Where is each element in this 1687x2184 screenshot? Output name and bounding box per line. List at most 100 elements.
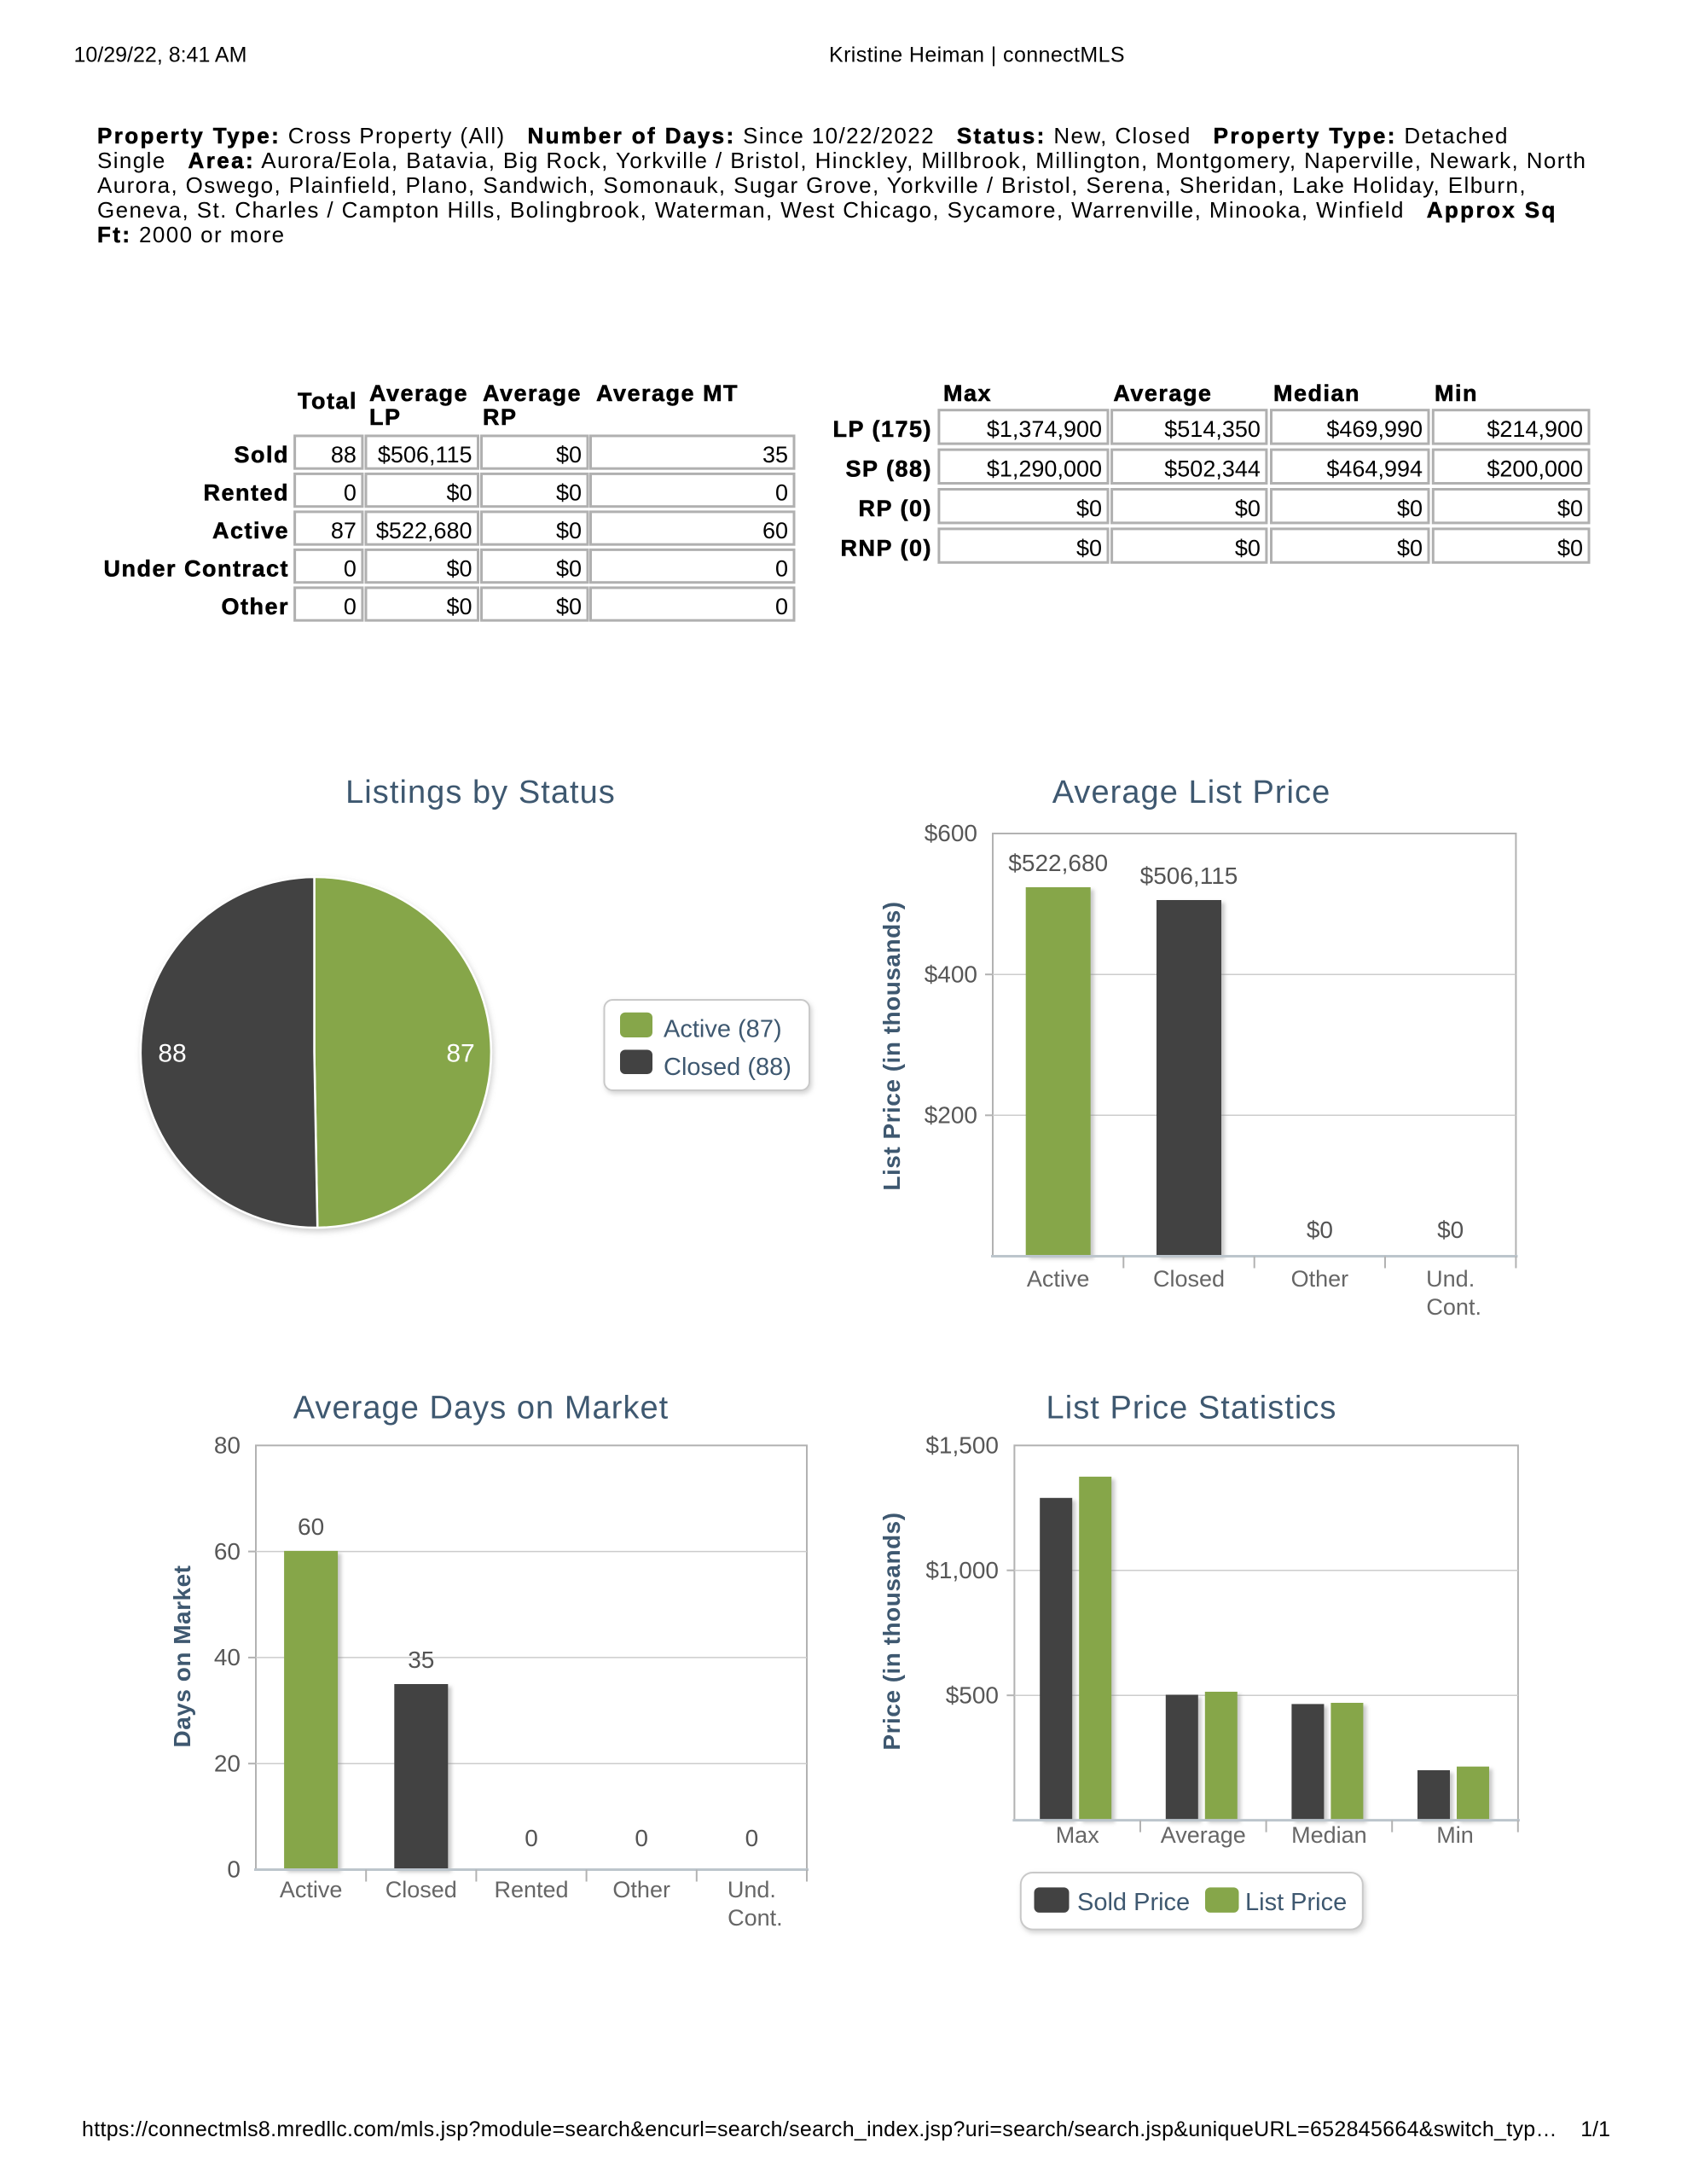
svg-text:LP (175): LP (175) — [832, 416, 932, 442]
svg-text:$522,680: $522,680 — [376, 518, 472, 543]
svg-text:$0: $0 — [446, 555, 472, 581]
svg-text:Property Type: Cross Property: Property Type: Cross Property (All) Numb… — [97, 123, 1509, 148]
svg-text:0: 0 — [775, 479, 788, 505]
svg-text:Closed: Closed — [1153, 1266, 1225, 1292]
svg-text:$506,115: $506,115 — [378, 442, 472, 468]
svg-text:Rented: Rented — [203, 479, 289, 505]
svg-text:Average: Average — [483, 380, 582, 406]
svg-text:$600: $600 — [925, 820, 977, 846]
svg-text:Aurora, Oswego, Plainfield, Pl: Aurora, Oswego, Plainfield, Plano, Sandw… — [97, 172, 1527, 198]
svg-text:20: 20 — [214, 1750, 241, 1776]
svg-text:$200: $200 — [925, 1102, 977, 1129]
svg-text:Sold Price: Sold Price — [1077, 1889, 1190, 1916]
svg-text:SP (88): SP (88) — [845, 456, 932, 482]
svg-text:RP: RP — [483, 404, 518, 430]
svg-text:Und.: Und. — [728, 1877, 776, 1902]
svg-text:10/29/22, 8:41 AM: 10/29/22, 8:41 AM — [74, 43, 247, 67]
svg-text:87: 87 — [331, 518, 357, 543]
svg-text:Active: Active — [212, 518, 289, 543]
svg-text:Other: Other — [612, 1877, 670, 1902]
svg-text:Kristine Heiman | connectMLS: Kristine Heiman | connectMLS — [829, 43, 1125, 67]
svg-text:$0: $0 — [556, 479, 582, 505]
svg-text:0: 0 — [344, 594, 357, 619]
svg-text:$214,900: $214,900 — [1487, 416, 1583, 442]
svg-text:80: 80 — [214, 1432, 241, 1459]
svg-text:0: 0 — [745, 1825, 759, 1851]
svg-text:Other: Other — [1291, 1266, 1349, 1292]
svg-text:Max: Max — [1056, 1822, 1100, 1848]
svg-text:List Price (in thousands): List Price (in thousands) — [878, 901, 905, 1190]
svg-text:List Price: List Price — [1245, 1889, 1347, 1916]
svg-text:Cont.: Cont. — [728, 1905, 783, 1931]
svg-text:Average: Average — [1161, 1822, 1246, 1848]
svg-text:60: 60 — [298, 1513, 324, 1540]
svg-text:Cont.: Cont. — [1426, 1294, 1481, 1320]
svg-text:Price (in thousands): Price (in thousands) — [878, 1512, 905, 1750]
svg-text:$0: $0 — [1307, 1217, 1333, 1243]
svg-text:Total: Total — [298, 388, 357, 414]
svg-text:$1,290,000: $1,290,000 — [987, 456, 1102, 482]
svg-text:$0: $0 — [446, 594, 472, 619]
svg-text:Rented: Rented — [494, 1877, 568, 1902]
svg-text:Closed: Closed — [386, 1877, 457, 1902]
svg-text:87: 87 — [446, 1040, 474, 1068]
svg-text:$0: $0 — [556, 518, 582, 543]
svg-text:RP (0): RP (0) — [858, 496, 932, 521]
svg-text:Closed (88): Closed (88) — [664, 1054, 791, 1081]
svg-text:$1,000: $1,000 — [925, 1557, 999, 1583]
svg-text:$502,344: $502,344 — [1164, 456, 1261, 482]
svg-text:$1,500: $1,500 — [925, 1432, 999, 1459]
svg-text:Active: Active — [280, 1877, 343, 1902]
svg-text:88: 88 — [158, 1040, 186, 1068]
svg-text:35: 35 — [408, 1647, 434, 1673]
svg-text:Median: Median — [1273, 380, 1360, 406]
svg-text:$464,994: $464,994 — [1326, 456, 1423, 482]
svg-text:$0: $0 — [556, 555, 582, 581]
svg-text:$0: $0 — [1076, 496, 1102, 521]
svg-text:$0: $0 — [446, 479, 472, 505]
svg-text:$1,374,900: $1,374,900 — [987, 416, 1102, 442]
svg-text:40: 40 — [214, 1644, 241, 1670]
svg-text:$0: $0 — [1557, 496, 1583, 521]
svg-text:0: 0 — [344, 555, 357, 581]
svg-text:Min: Min — [1435, 380, 1478, 406]
svg-text:$0: $0 — [556, 594, 582, 619]
svg-text:0: 0 — [227, 1856, 241, 1883]
svg-text:Other: Other — [221, 594, 289, 619]
svg-text:1/1: 1/1 — [1580, 2117, 1610, 2141]
svg-text:Max: Max — [943, 380, 992, 406]
svg-text:Average: Average — [369, 380, 468, 406]
svg-text:Listings by Status: Listings by Status — [345, 775, 616, 810]
svg-text:Average List Price: Average List Price — [1052, 775, 1331, 810]
svg-text:https://connectmls8.mredllc.co: https://connectmls8.mredllc.com/mls.jsp?… — [82, 2117, 1557, 2141]
svg-text:Min: Min — [1436, 1822, 1474, 1848]
svg-text:60: 60 — [214, 1538, 241, 1565]
svg-text:$0: $0 — [1235, 535, 1261, 561]
svg-text:0: 0 — [635, 1825, 648, 1851]
svg-text:Geneva, St. Charles / Campton: Geneva, St. Charles / Campton Hills, Bol… — [97, 197, 1557, 223]
svg-text:RNP (0): RNP (0) — [840, 535, 932, 561]
svg-text:Single Area: Aurora/Eola, Ba: Single Area: Aurora/Eola, Batavia, Big R… — [97, 148, 1586, 173]
svg-text:0: 0 — [344, 479, 357, 505]
svg-text:$0: $0 — [1397, 496, 1423, 521]
svg-text:$0: $0 — [1557, 535, 1583, 561]
svg-text:$469,990: $469,990 — [1326, 416, 1423, 442]
svg-text:$400: $400 — [925, 961, 977, 987]
svg-text:LP: LP — [369, 404, 402, 430]
svg-text:Under Contract: Under Contract — [103, 555, 289, 581]
svg-text:$522,680: $522,680 — [1008, 850, 1108, 876]
svg-text:0: 0 — [775, 555, 788, 581]
svg-text:$0: $0 — [1076, 535, 1102, 561]
svg-text:0: 0 — [775, 594, 788, 619]
svg-text:$514,350: $514,350 — [1164, 416, 1261, 442]
svg-text:88: 88 — [331, 442, 357, 468]
svg-text:Active: Active — [1027, 1266, 1090, 1292]
svg-text:Average Days on Market: Average Days on Market — [293, 1391, 670, 1426]
svg-text:$0: $0 — [1437, 1217, 1464, 1243]
svg-text:$0: $0 — [556, 442, 582, 468]
svg-text:Median: Median — [1291, 1822, 1367, 1848]
svg-text:Days on Market: Days on Market — [169, 1565, 195, 1748]
svg-text:$500: $500 — [946, 1682, 999, 1708]
svg-text:Und.: Und. — [1426, 1266, 1475, 1292]
svg-text:$0: $0 — [1235, 496, 1261, 521]
